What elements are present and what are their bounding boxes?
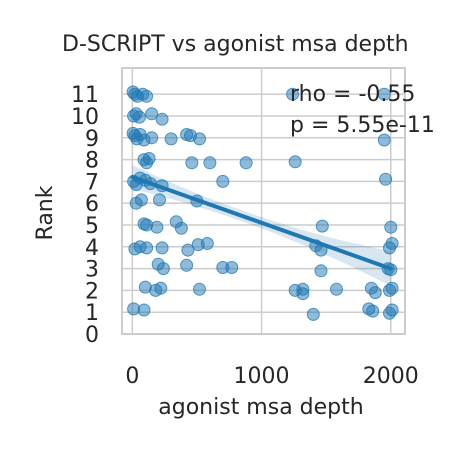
data-point — [216, 174, 230, 188]
data-point — [315, 219, 329, 233]
data-point — [150, 220, 164, 234]
data-point — [145, 107, 159, 121]
y-tick-label: 1 — [85, 301, 99, 326]
data-point — [174, 221, 188, 235]
data-point — [377, 87, 391, 101]
plot-frame — [121, 67, 406, 335]
data-point — [385, 281, 399, 295]
data-point — [154, 281, 168, 295]
data-point — [377, 133, 391, 147]
data-point — [379, 172, 393, 186]
data-point — [384, 220, 398, 234]
y-tick-label: 11 — [71, 83, 99, 108]
chart-title: D-SCRIPT vs agonist msa depth — [62, 32, 409, 57]
data-point — [330, 282, 343, 296]
x-tick-label: 0 — [125, 364, 139, 389]
data-point — [185, 156, 199, 170]
rho-annotation: rho = -0.55 — [290, 82, 415, 107]
y-tick-label: 4 — [85, 236, 99, 261]
regression-line — [130, 175, 393, 271]
data-point — [306, 307, 320, 321]
data-point — [193, 282, 206, 296]
y-tick-label: 5 — [85, 214, 99, 239]
data-point — [193, 132, 206, 146]
data-point — [155, 112, 169, 126]
data-point — [153, 193, 166, 207]
data-point — [286, 87, 300, 101]
data-points — [126, 85, 399, 321]
x-tick-labels: 0 1000 2000 — [125, 364, 418, 389]
data-point — [140, 89, 154, 103]
data-point — [137, 303, 151, 317]
data-point — [200, 237, 214, 250]
data-point — [145, 131, 159, 145]
data-point — [140, 241, 154, 255]
y-tick-label: 10 — [71, 105, 99, 130]
data-point — [288, 155, 302, 169]
y-tick-label: 9 — [85, 127, 99, 152]
x-tick-label: 1000 — [234, 364, 290, 389]
data-point — [180, 258, 194, 272]
grid-lines — [122, 68, 405, 335]
data-point — [368, 286, 382, 300]
data-point — [142, 152, 156, 165]
data-point — [239, 156, 253, 170]
data-point — [385, 303, 399, 317]
x-tick-label: 2000 — [363, 364, 419, 389]
data-point — [132, 110, 146, 124]
y-tick-label: 0 — [85, 323, 99, 348]
data-point — [156, 262, 170, 276]
p-value-annotation: p = 5.55e-11 — [290, 113, 435, 138]
data-point — [225, 261, 239, 274]
y-tick-label: 2 — [85, 279, 99, 304]
data-point — [134, 193, 148, 207]
y-tick-label: 6 — [85, 192, 99, 217]
y-axis-label: Rank — [33, 185, 58, 240]
data-point — [203, 156, 217, 170]
y-tick-label: 3 — [85, 258, 99, 283]
data-point — [164, 132, 178, 146]
data-point — [181, 243, 195, 257]
data-point — [385, 237, 399, 250]
data-point — [366, 304, 380, 318]
plot-border — [121, 67, 406, 335]
data-point — [296, 287, 310, 301]
x-axis-label: agonist msa depth — [158, 395, 363, 420]
y-tick-label: 7 — [85, 170, 99, 195]
data-point — [155, 241, 169, 255]
data-point — [314, 264, 328, 278]
regression-line-group — [130, 175, 393, 271]
y-tick-label: 8 — [85, 149, 99, 174]
